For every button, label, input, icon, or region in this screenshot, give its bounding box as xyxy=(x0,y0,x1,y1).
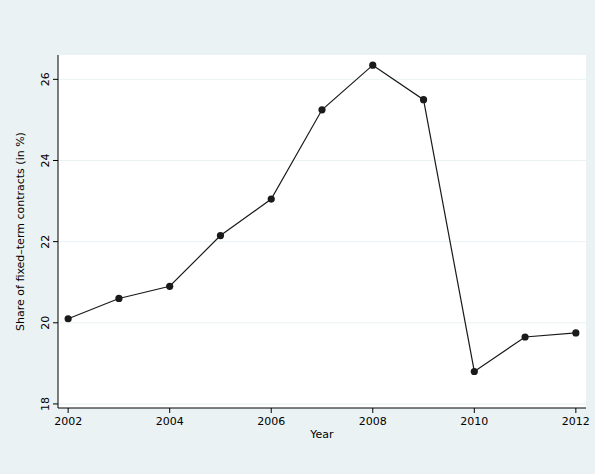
marker xyxy=(369,62,376,69)
x-tick xyxy=(271,408,272,413)
marker xyxy=(115,295,122,302)
x-tick xyxy=(169,408,170,413)
marker xyxy=(471,368,478,375)
x-tick-label: 2006 xyxy=(257,415,285,428)
y-tick-label: 18 xyxy=(39,397,52,411)
marker xyxy=(166,283,173,290)
marker xyxy=(420,96,427,103)
marker xyxy=(217,232,224,239)
grid-line xyxy=(58,322,586,323)
grid-line xyxy=(58,241,586,242)
line xyxy=(68,65,576,371)
x-tick-label: 2002 xyxy=(54,415,82,428)
y-tick xyxy=(53,322,58,323)
y-axis-title: Share of fixed–term contracts (in %) xyxy=(14,132,27,331)
chart: 18 20 22 24 26 2002 2004 2006 2008 2010 2012 Year Sh… xyxy=(0,0,595,474)
y-tick xyxy=(53,241,58,242)
marker xyxy=(318,106,325,113)
y-tick-label: 22 xyxy=(39,235,52,249)
x-tick xyxy=(575,408,576,413)
x-tick xyxy=(372,408,373,413)
x-tick-label: 2012 xyxy=(562,415,590,428)
x-tick xyxy=(68,408,69,413)
x-tick-label: 2008 xyxy=(359,415,387,428)
x-tick-label: 2004 xyxy=(156,415,184,428)
y-tick-label: 20 xyxy=(39,316,52,330)
grid-line xyxy=(58,160,586,161)
y-tick xyxy=(53,403,58,404)
series xyxy=(65,62,580,376)
y-axis xyxy=(58,55,59,408)
x-axis xyxy=(58,408,586,409)
background xyxy=(0,0,595,474)
y-tick xyxy=(53,79,58,80)
y-tick-label: 24 xyxy=(39,153,52,167)
marker xyxy=(65,315,72,322)
y-tick-label: 26 xyxy=(39,72,52,86)
grid-line xyxy=(58,403,586,404)
x-tick-label: 2010 xyxy=(460,415,488,428)
plot-area xyxy=(58,55,586,408)
x-axis-title: Year xyxy=(309,428,334,441)
x-tick xyxy=(474,408,475,413)
marker xyxy=(268,195,275,202)
y-tick xyxy=(53,160,58,161)
grid-line xyxy=(58,79,586,80)
marker xyxy=(521,333,528,340)
marker xyxy=(572,329,579,336)
